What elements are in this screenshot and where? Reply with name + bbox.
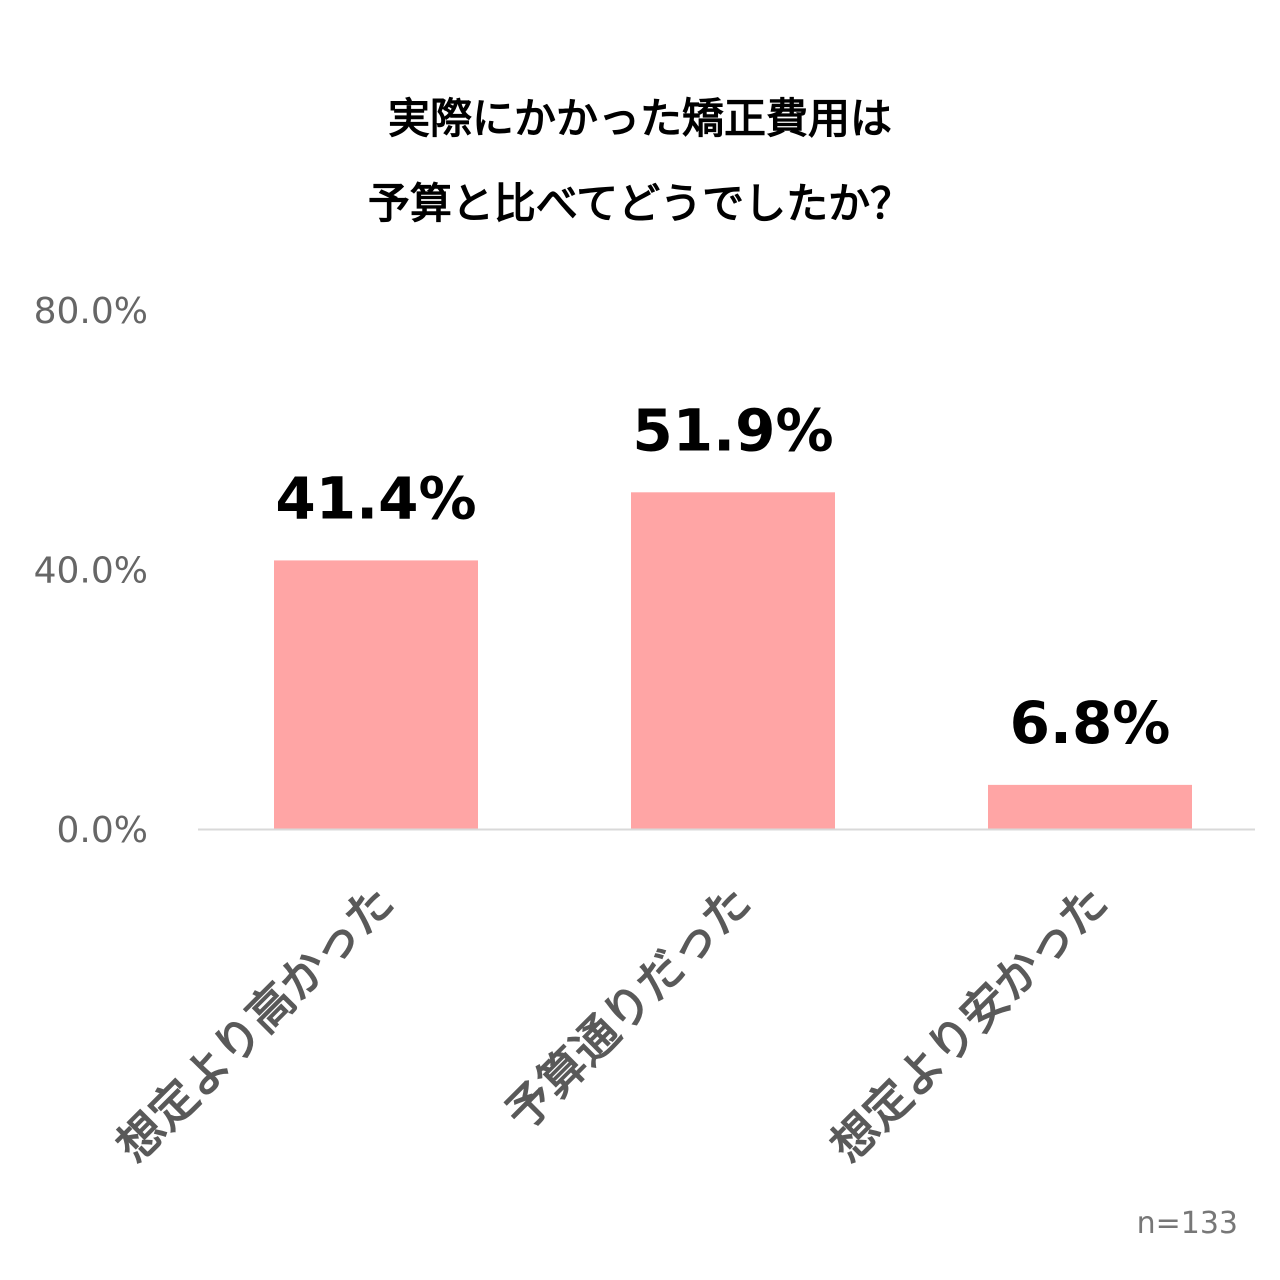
data-label: 51.9% <box>632 396 833 464</box>
y-tick-label: 80.0% <box>34 291 148 332</box>
bar <box>274 560 478 829</box>
chart-title-line-1: 実際にかかった矯正費用は <box>387 94 892 143</box>
data-label: 6.8% <box>1010 689 1171 757</box>
y-tick-label: 40.0% <box>34 551 148 592</box>
x-category-label: 予算通りだった <box>495 875 761 1141</box>
y-tick-label: 0.0% <box>57 810 148 851</box>
bar <box>631 492 835 829</box>
x-category-label: 想定より安かった <box>820 875 1118 1173</box>
sample-size-note: n=133 <box>1136 1206 1238 1241</box>
chart-title-line-2: 予算と比べてどうでしたか？ <box>367 179 913 228</box>
bar <box>988 784 1192 829</box>
x-category-label: 想定より高かった <box>106 875 404 1173</box>
data-label: 41.4% <box>275 464 476 532</box>
